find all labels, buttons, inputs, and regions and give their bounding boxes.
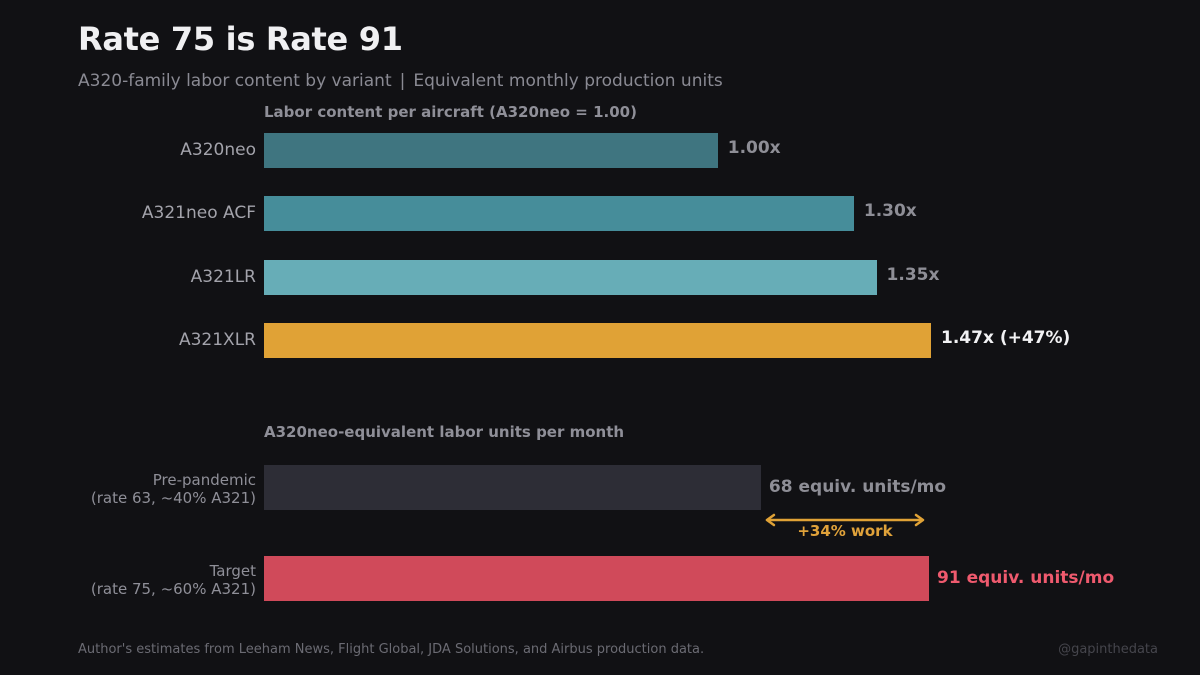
value-label-target: 91 equiv. units/mo [937,568,1115,588]
category-label-line1: Target [209,562,256,580]
category-label-a321neo-acf: A321neo ACF [141,203,256,223]
chart-subtitle: A320-family labor content by variant | Equ… [78,71,723,91]
category-label-pre-pandemic: Pre-pandemic (rate 63, ~40% A321) [91,471,256,507]
subtitle-left: A320-family labor content by variant [78,71,392,91]
chart-title: Rate 75 is Rate 91 [78,20,403,58]
value-label-a321lr: 1.35x [886,265,940,285]
subtitle-right: Equivalent monthly production units [413,71,723,91]
source-note: Author's estimates from Leeham News, Fli… [78,642,705,657]
category-label-a321lr: A321LR [190,267,256,287]
value-label-a321neo-acf: 1.30x [863,201,917,221]
credit-handle: @gapinthedata [1058,642,1158,657]
difference-label: +34% work [797,522,893,540]
value-label-pre-pandemic: 68 equiv. units/mo [768,477,947,497]
bar-a321xlr [264,323,931,358]
bar-target [264,556,929,601]
category-label-line1: Pre-pandemic [152,471,256,489]
value-label-a321xlr: 1.47x (+47%) [941,328,1071,348]
category-label-a320neo: A320neo [180,140,256,160]
category-label-line2: (rate 63, ~40% A321) [90,489,256,507]
subtitle-separator: | [399,71,406,91]
bar-pre-pandemic [264,465,761,510]
panel2-title: A320neo-equivalent labor units per month [264,423,625,441]
panel1-title: Labor content per aircraft (A320neo = 1.… [264,103,637,121]
category-label-target: Target (rate 75, ~60% A321) [91,562,256,598]
difference-arrow-head-right [914,513,925,527]
bar-a321neo-acf [264,196,854,231]
category-label-line2: (rate 75, ~60% A321) [90,580,256,598]
bar-a321lr [264,260,877,295]
value-label-a320neo: 1.00x [727,138,781,158]
bar-a320neo [264,133,718,168]
difference-arrow-head-left [765,513,776,527]
category-label-a321xlr: A321XLR [178,330,256,350]
